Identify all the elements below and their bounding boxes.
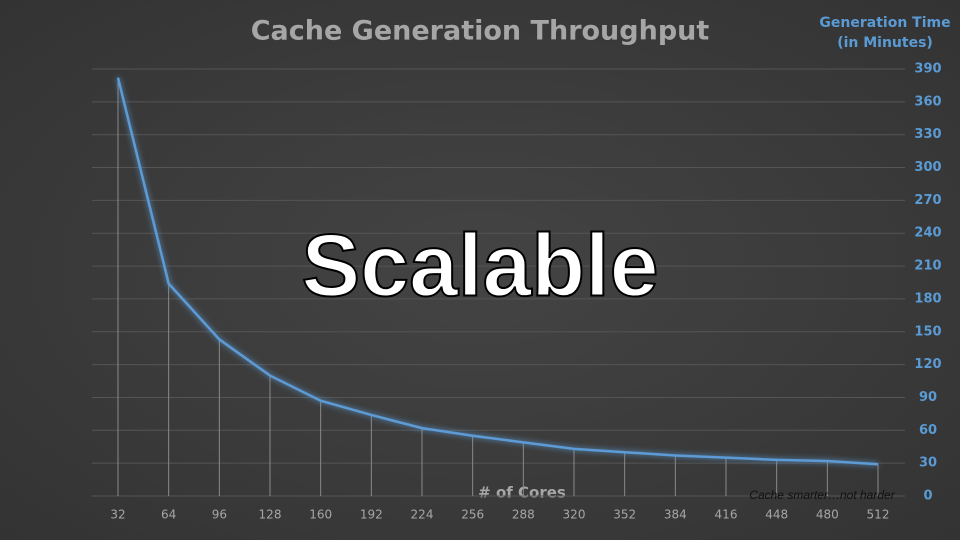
x-tick-label: 320 [563,508,586,522]
y-axis-title: (in Minutes) [837,35,933,51]
x-tick-label: 480 [816,508,839,522]
y-tick-label: 330 [914,127,941,142]
x-tick-label: 288 [512,508,535,522]
y-tick-label: 270 [914,193,941,208]
y-tick-label: 150 [914,324,941,339]
x-tick-label: 256 [461,508,484,522]
x-tick-label: 416 [715,508,738,522]
y-axis-title: Generation Time [819,15,950,31]
plot-area: 0 30 60 90 120 150 180 210 240 270 300 330 360 390 32 6… [92,62,942,522]
x-axis-title: # of Cores [478,484,566,502]
x-tick-label: 160 [309,508,332,522]
y-tick-label: 240 [914,226,941,241]
y-tick-label: 360 [914,94,941,109]
y-tick-label: 210 [914,259,941,274]
y-tick-label: 120 [914,357,941,372]
y-tick-label: 30 [919,456,937,471]
x-tick-label: 192 [360,508,383,522]
y-tick-label: 300 [914,160,941,175]
y-tick-label: 0 [923,489,932,504]
y-tick-label: 60 [919,423,937,438]
x-tick-label: 128 [259,508,282,522]
x-tick-label: 512 [867,508,890,522]
footnote: Cache smarter…not harder [749,488,895,502]
x-tick-label: 96 [212,508,227,522]
chart-title: Cache Generation Throughput [251,16,710,47]
x-tick-label: 384 [664,508,687,522]
y-tick-label: 90 [919,390,937,405]
x-tick-label: 448 [765,508,788,522]
y-tick-label: 180 [914,291,941,306]
data-line [116,77,879,466]
overlay-text: Scalable [301,215,658,314]
x-tick-label: 32 [110,508,125,522]
y-tick-label: 390 [914,62,941,77]
x-tick-label: 352 [613,508,636,522]
x-tick-label: 64 [161,508,176,522]
x-tick-label: 224 [411,508,434,522]
